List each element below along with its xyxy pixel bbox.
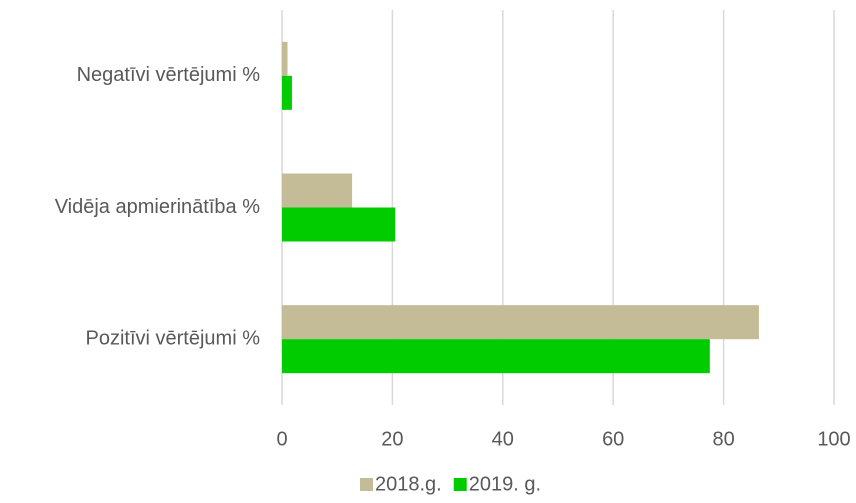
bar: [282, 339, 710, 374]
x-tick-label: 0: [276, 428, 287, 450]
legend-label: 2019. g.: [469, 473, 541, 495]
legend-swatch: [360, 478, 373, 491]
bar: [282, 207, 396, 242]
legend-swatch: [453, 478, 467, 491]
bar: [282, 173, 353, 208]
x-tick-label: 40: [492, 428, 514, 450]
y-tick-label: Vidēja apmierinātība %: [55, 196, 261, 218]
y-tick-label: Pozitīvi vērtējumi %: [86, 327, 261, 349]
x-tick-label: 60: [602, 428, 624, 450]
x-tick-label: 20: [381, 428, 403, 450]
x-tick-label: 80: [712, 428, 734, 450]
x-tick-label: 100: [817, 428, 850, 450]
bar: [282, 75, 292, 110]
y-tick-label: Negatīvi vērtējumi %: [77, 64, 261, 86]
legend-label: 2018.g.: [375, 473, 442, 495]
bar: [282, 41, 288, 76]
bar: [282, 305, 759, 340]
